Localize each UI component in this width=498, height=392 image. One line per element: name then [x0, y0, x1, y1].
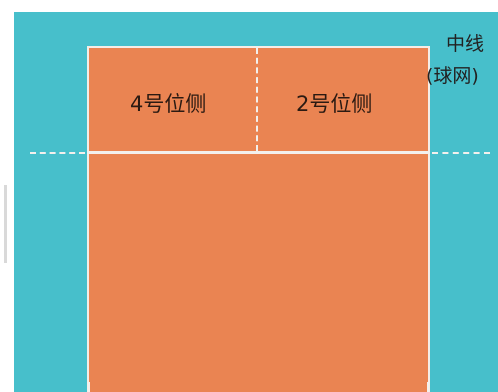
bottom-tick-right	[427, 382, 429, 392]
midline-label: 中线	[446, 33, 485, 55]
zone-label-position-2: 2号位侧	[296, 92, 373, 116]
attack-line-extension-right	[432, 152, 490, 154]
left-edge-mark	[4, 185, 7, 263]
zone-label-position-4: 4号位侧	[130, 92, 207, 116]
attack-line-extension-left	[30, 152, 85, 154]
court-half	[87, 46, 430, 392]
attack-line	[87, 151, 430, 154]
net-label: (球网)	[426, 65, 479, 87]
bottom-tick-left	[88, 382, 90, 392]
zone-divider-dashed	[256, 48, 258, 151]
